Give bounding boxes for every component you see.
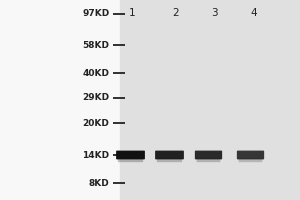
Bar bbox=[0, 0, 120, 200]
Bar bbox=[120, 0, 300, 200]
FancyBboxPatch shape bbox=[118, 158, 143, 162]
Text: 3: 3 bbox=[211, 8, 218, 18]
FancyBboxPatch shape bbox=[197, 158, 220, 162]
Text: 40KD: 40KD bbox=[82, 68, 109, 77]
Text: 20KD: 20KD bbox=[82, 118, 109, 128]
FancyBboxPatch shape bbox=[195, 151, 222, 159]
FancyBboxPatch shape bbox=[116, 151, 145, 159]
Text: 97KD: 97KD bbox=[82, 9, 110, 19]
Text: 2: 2 bbox=[172, 8, 179, 18]
Text: 29KD: 29KD bbox=[82, 94, 109, 102]
Text: 1: 1 bbox=[129, 8, 135, 18]
FancyBboxPatch shape bbox=[239, 158, 262, 162]
Text: 58KD: 58KD bbox=[82, 40, 109, 49]
FancyBboxPatch shape bbox=[157, 158, 182, 162]
FancyBboxPatch shape bbox=[237, 151, 264, 159]
Text: 4: 4 bbox=[250, 8, 257, 18]
Text: 8KD: 8KD bbox=[89, 178, 110, 188]
Text: 14KD: 14KD bbox=[82, 150, 109, 160]
FancyBboxPatch shape bbox=[155, 151, 184, 159]
